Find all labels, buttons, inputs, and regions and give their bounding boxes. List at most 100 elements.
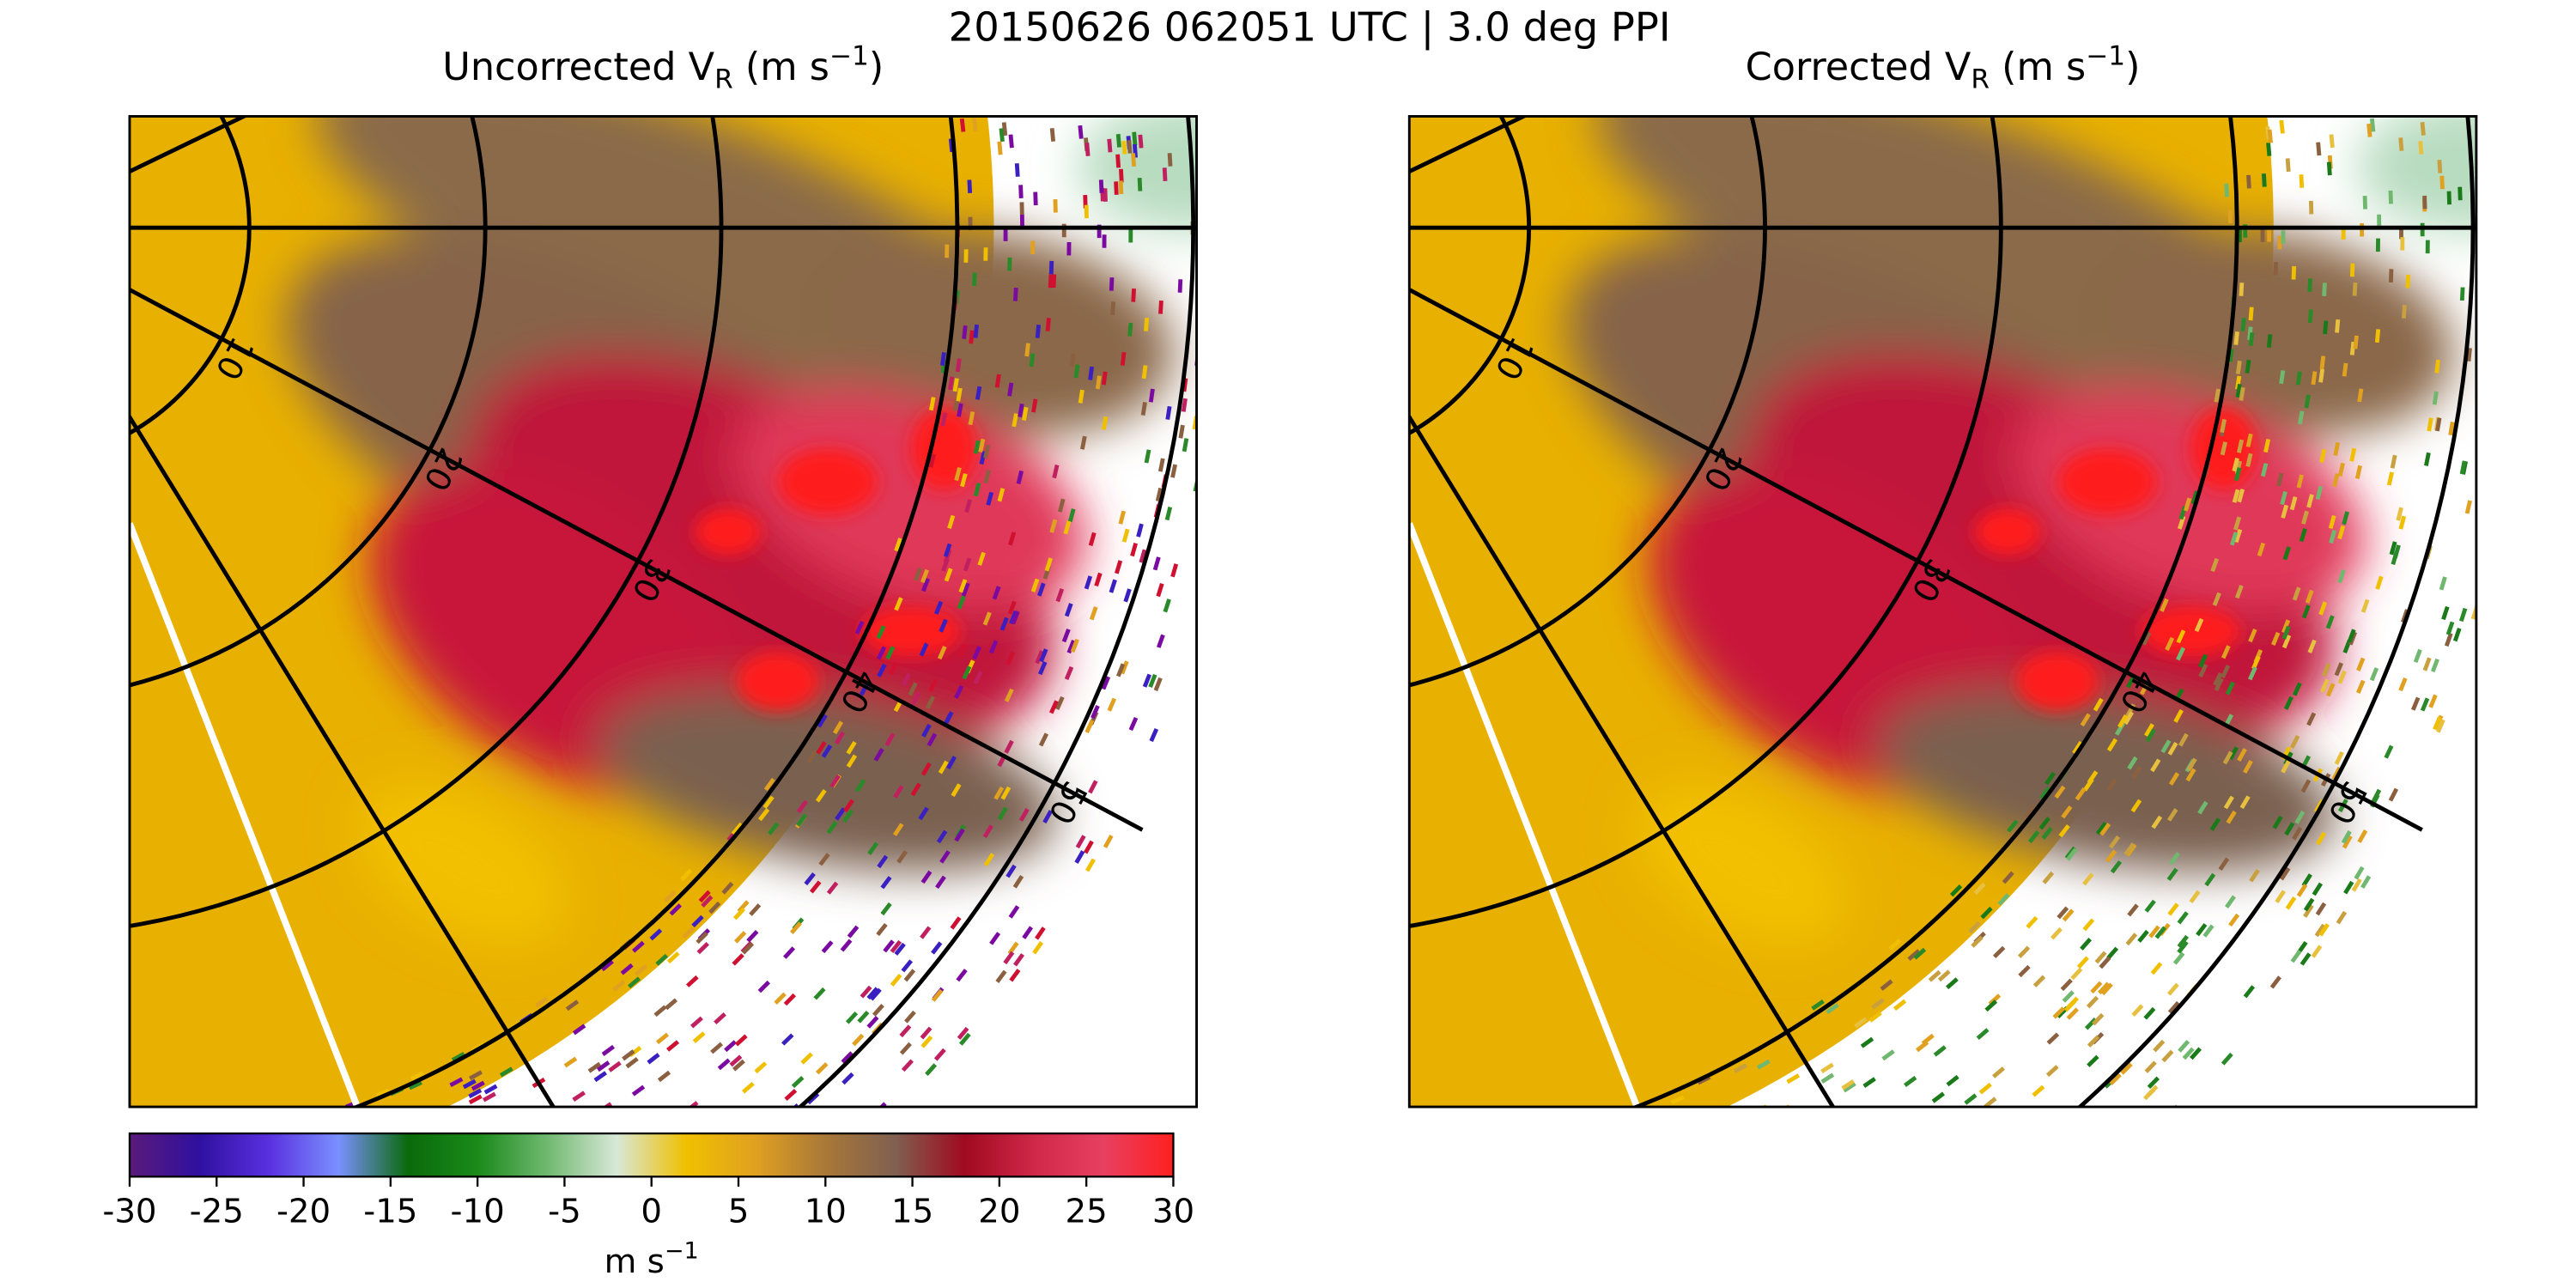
speckle — [1181, 398, 1188, 412]
speckle — [2050, 927, 2063, 940]
speckle — [1820, 1062, 1834, 1074]
speckle — [2137, 929, 2149, 943]
speckle — [954, 466, 962, 482]
speckle — [927, 732, 938, 747]
speckle — [1042, 810, 1054, 823]
speckle — [2202, 924, 2215, 938]
speckle — [2239, 283, 2245, 296]
speckle — [572, 1091, 586, 1102]
speckle — [1943, 1107, 1957, 1108]
colorbar-tick-label: -20 — [276, 1192, 331, 1230]
speckle — [2319, 448, 2327, 464]
speckle — [973, 324, 979, 338]
speckle — [997, 141, 1003, 155]
speckle — [2177, 515, 2186, 530]
speckle — [1007, 382, 1014, 397]
speckle — [1131, 153, 1137, 167]
speckle — [2420, 122, 2426, 136]
speckle — [2459, 460, 2467, 475]
speckle — [767, 822, 780, 835]
speckle — [2342, 835, 2353, 849]
feature — [598, 690, 1058, 872]
speckle — [2374, 329, 2381, 343]
speckle — [1035, 324, 1042, 338]
speckle — [2319, 355, 2326, 370]
speckle — [1945, 977, 1959, 990]
beam-blockage — [129, 522, 361, 1108]
speckle — [2434, 359, 2440, 374]
speckle — [2343, 880, 2354, 895]
speckle — [2329, 134, 2335, 149]
speckle — [854, 779, 866, 793]
colorbar-label-sup: −1 — [665, 1237, 699, 1264]
speckle — [1893, 999, 1907, 1012]
speckle — [717, 1058, 731, 1071]
title-unit: (m s — [1990, 46, 2086, 89]
speckle — [1734, 1063, 1748, 1073]
speckle — [2448, 422, 2455, 436]
speckle — [1101, 416, 1109, 430]
speckle — [2439, 576, 2447, 591]
speckle — [2405, 274, 2411, 289]
speckle — [1018, 185, 1024, 198]
speckle — [904, 1010, 916, 1024]
speckle — [2166, 867, 2178, 882]
speckle — [2222, 750, 2233, 765]
speckle — [1811, 999, 1825, 1011]
speckle — [1139, 549, 1147, 563]
speckle — [791, 1076, 805, 1089]
speckle — [1119, 168, 1124, 183]
speckle — [680, 868, 693, 882]
colorbar — [128, 1132, 1175, 1178]
speckle — [468, 1094, 483, 1105]
figure-title: 20150626 062051 UTC | 3.0 deg PPI — [949, 3, 1671, 51]
speckle — [2371, 788, 2382, 803]
speckle — [1079, 435, 1087, 450]
speckle — [2357, 829, 2368, 843]
speckle — [2082, 918, 2095, 932]
speckle — [734, 1034, 748, 1047]
speckle — [1130, 543, 1139, 557]
speckle — [664, 890, 677, 903]
speckle — [954, 684, 964, 699]
speckle — [2464, 500, 2472, 514]
speckle — [2458, 186, 2463, 201]
speckle — [2266, 334, 2273, 349]
speckle — [655, 1032, 670, 1045]
speckle — [994, 374, 1001, 388]
speckle — [1008, 532, 1017, 546]
speckle — [920, 578, 931, 592]
speckle — [2027, 829, 2040, 843]
speckle — [732, 1059, 745, 1072]
speckle — [2198, 653, 2208, 668]
speckle — [622, 1049, 635, 1061]
speckle — [2257, 542, 2266, 557]
speckle — [1009, 969, 1021, 982]
speckle — [2225, 681, 2235, 696]
speckle — [620, 963, 634, 975]
speckle — [732, 953, 744, 966]
speckle — [2260, 463, 2269, 477]
speckle — [910, 782, 921, 797]
speckle — [2437, 160, 2443, 173]
speckle — [696, 941, 709, 955]
speckle — [1820, 1072, 1835, 1084]
speckle — [2375, 575, 2384, 590]
speckle — [846, 754, 858, 769]
speckle — [936, 829, 948, 844]
speckle — [2295, 371, 2302, 386]
speckle — [2248, 629, 2257, 643]
speckle — [995, 969, 1007, 983]
speckle — [2184, 497, 2192, 512]
speckle — [852, 1033, 865, 1047]
speckle — [2052, 1006, 2065, 1019]
speckle — [1030, 578, 1040, 592]
speckle — [2296, 474, 2304, 489]
speckle — [968, 411, 975, 426]
speckle — [2267, 129, 2274, 143]
speckle — [2221, 645, 2231, 659]
feature — [1635, 782, 1848, 946]
speckle — [2150, 962, 2163, 975]
speckle — [2325, 683, 2336, 697]
speckle — [983, 247, 988, 261]
